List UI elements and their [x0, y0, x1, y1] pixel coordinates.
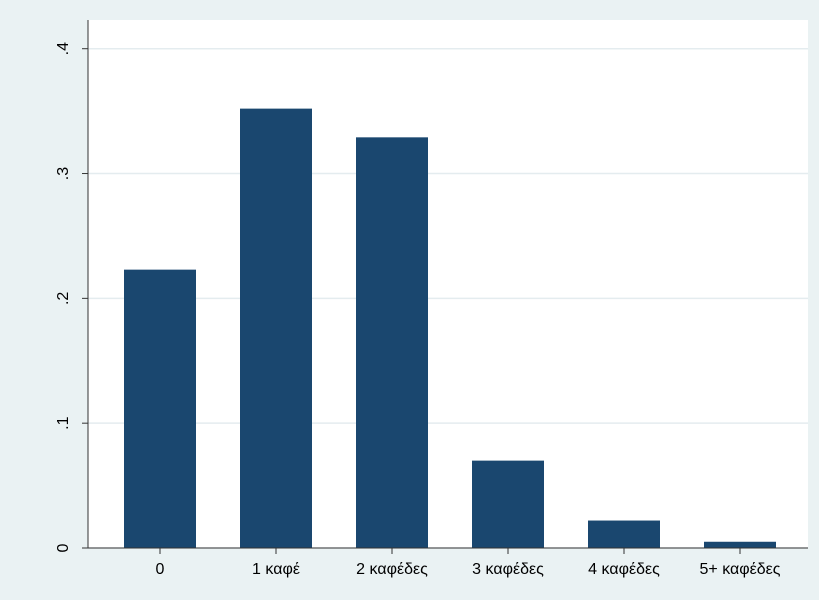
- y-tick-label: .3: [55, 167, 72, 180]
- bar: [356, 137, 428, 549]
- bar: [588, 520, 660, 548]
- y-tick-label: .1: [55, 416, 72, 429]
- y-tick-label: .2: [55, 292, 72, 305]
- y-tick-label: .4: [55, 42, 72, 55]
- x-tick-label: 3 καφέδες: [472, 561, 544, 578]
- y-tick-label: 0: [55, 543, 72, 552]
- x-tick-label: 2 καφέδες: [356, 561, 428, 578]
- bar: [124, 269, 196, 548]
- plot-area: [88, 20, 808, 548]
- bar: [704, 541, 776, 548]
- x-tick-label: 4 καφέδες: [588, 561, 660, 578]
- x-tick-label: 5+ καφέδες: [700, 561, 781, 578]
- bar: [240, 108, 312, 548]
- x-tick-label: 1 καφέ: [252, 561, 300, 578]
- bar: [472, 460, 544, 548]
- x-tick-label: 0: [156, 561, 165, 578]
